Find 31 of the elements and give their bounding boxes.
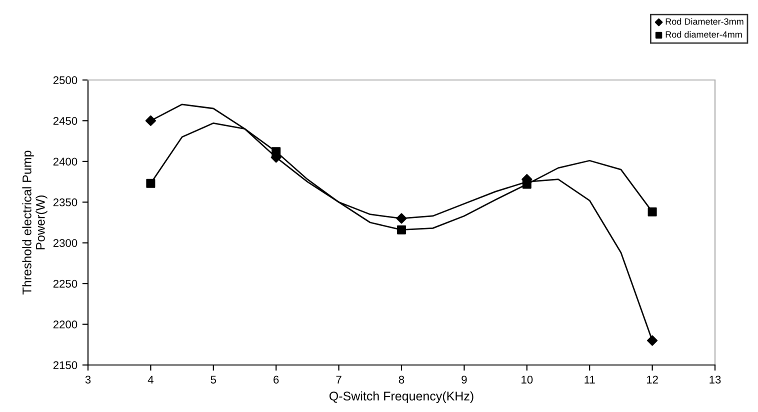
x-tick-label: 5: [210, 376, 216, 384]
point: [647, 335, 658, 346]
point: [272, 147, 281, 156]
y-tick-label: 2500: [53, 76, 78, 84]
point: [146, 178, 156, 188]
x-tick-label: 13: [710, 376, 721, 384]
y-tick-label: 2450: [53, 116, 78, 125]
y-tick-label: 2200: [53, 320, 78, 328]
x-axis-title: Q-Switch Frequency(KHz): [330, 391, 474, 403]
x-tick-label: 9: [462, 376, 467, 384]
y-tick-label: 2400: [53, 158, 78, 166]
point: [145, 115, 156, 126]
x-tick-label: 8: [398, 376, 404, 384]
y-tick-label: 2250: [53, 280, 78, 288]
point: [522, 180, 532, 189]
point: [648, 207, 657, 216]
y-tick-label: 2350: [53, 198, 78, 206]
legend-label: Rod diameter-4mm: [666, 31, 742, 38]
point: [397, 225, 406, 234]
y-axis-title: Threshold electrical Pump Power(W): [22, 150, 48, 294]
x-tick-label: 3: [85, 376, 91, 384]
point: [396, 213, 407, 224]
y-tick-label: 2150: [53, 361, 78, 370]
y-tick-label: 2300: [53, 239, 78, 247]
x-tick-label: 6: [274, 376, 279, 384]
x-tick-label: 4: [148, 376, 154, 384]
x-tick-label: 12: [646, 376, 658, 384]
x-tick-label: 10: [522, 376, 533, 384]
x-tick-label: 7: [336, 376, 342, 384]
x-tick-label: 11: [584, 376, 595, 384]
legend-label: Rod Diameter-3mm: [666, 18, 744, 25]
